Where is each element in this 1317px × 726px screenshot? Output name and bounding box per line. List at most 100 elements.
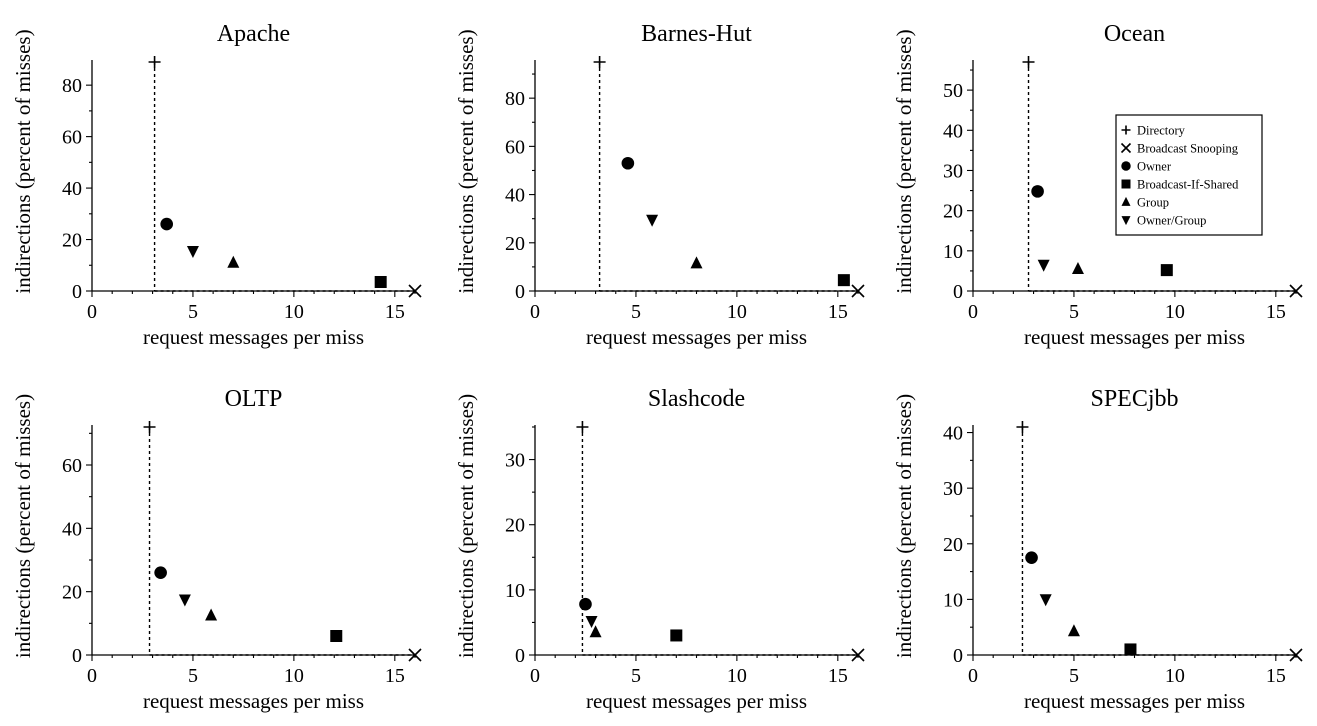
y-tick-label: 40 [943,120,963,142]
point-broadcast-if-shared [670,629,683,642]
point-group [589,625,602,638]
point-owner [579,597,592,611]
point-owner-group [585,616,598,629]
y-tick-label: 0 [953,645,963,667]
x-tick-label: 5 [188,665,198,687]
x-tick-label: 15 [828,301,848,323]
point-broadcast-if-shared [1124,643,1137,656]
chart-title: OLTP [225,386,283,412]
panel-specjbb: 0 10 20 30 40 0 5 10 15 SPECjbb request messages p… [892,386,1303,713]
y-tick-label: 60 [62,455,82,477]
y-axis-label: indirections (percent of misses) [454,29,478,293]
point-broadcast-snooping [851,284,865,298]
y-axis-label: indirections (percent of misses) [892,29,916,293]
x-tick-label: 5 [1069,301,1079,323]
y-tick-label: 20 [62,582,82,604]
point-broadcast-snooping [408,648,422,662]
x-tick-label: 15 [385,301,405,323]
x-tick-label: 10 [727,301,747,323]
point-directory [593,56,606,68]
panel-oltp: 0 20 40 60 0 5 10 15 OLTP request messages per mi… [11,386,422,713]
point-directory [1022,56,1035,68]
point-broadcast-snooping [1289,648,1303,662]
y-tick-label: 10 [943,589,963,611]
y-tick-label: 0 [515,645,525,667]
legend-marker-directory [1121,125,1131,135]
x-tick-label: 10 [727,665,747,687]
point-group [1071,262,1084,275]
point-broadcast-snooping [408,284,422,298]
y-tick-label: 20 [505,515,525,537]
x-axis-label: request messages per miss [586,325,807,349]
y-tick-label: 0 [72,281,82,303]
y-tick-label: 20 [943,201,963,223]
x-axis-label: request messages per miss [1024,689,1245,713]
x-tick-label: 15 [1266,301,1286,323]
panel-apache: 0 20 40 60 80 0 5 10 15 Apache request messages pe… [11,21,422,349]
legend-marker-broadcast-snooping [1120,142,1132,154]
point-owner-group [646,214,659,227]
y-tick-label: 60 [505,136,525,158]
y-tick-label: 20 [505,233,525,255]
chart-title: Ocean [1104,21,1165,47]
y-axis-label: indirections (percent of misses) [454,394,478,658]
chart-title: SPECjbb [1090,386,1178,412]
y-tick-label: 80 [62,75,82,97]
point-owner [621,156,635,170]
chart-title: Slashcode [648,386,745,412]
point-owner [160,217,173,231]
y-tick-label: 0 [515,281,525,303]
point-group [227,255,240,268]
point-broadcast-snooping [851,648,865,662]
legend-box [1115,114,1263,236]
point-broadcast-if-shared [374,275,387,288]
y-tick-label: 30 [943,478,963,500]
legend-marker-broadcast-if-shared [1121,179,1131,189]
point-owner [1031,185,1044,198]
x-tick-label: 0 [87,665,97,687]
y-tick-label: 40 [943,423,963,445]
x-tick-label: 0 [968,301,978,323]
legend-marker-owner-group [1121,216,1131,226]
legend-label-broadcast-snooping: Broadcast Snooping [1137,142,1239,156]
y-tick-label: 30 [943,160,963,182]
x-axis-label: request messages per miss [1024,325,1245,349]
x-tick-label: 10 [1165,301,1185,323]
legend-label-broadcast-if-shared: Broadcast-If-Shared [1137,178,1239,192]
x-tick-label: 0 [530,301,540,323]
panel-ocean: 0 10 20 30 40 50 0 5 10 15 Ocean request messages p… [892,21,1303,349]
legend-label-owner: Owner [1137,160,1172,174]
point-group [1067,624,1080,637]
point-owner-group [186,246,199,259]
y-axis-label: indirections (percent of misses) [11,29,35,293]
chart-title: Barnes-Hut [641,21,752,47]
legend: Directory Broadcast Snooping Owner Broadcas… [1115,114,1263,236]
x-tick-label: 10 [284,665,304,687]
y-axis-label: indirections (percent of misses) [11,394,35,658]
x-tick-label: 5 [1069,665,1079,687]
point-owner [154,566,167,579]
point-directory [1016,421,1029,433]
point-broadcast-snooping [1289,284,1303,298]
x-tick-label: 0 [968,665,978,687]
point-group [205,608,218,621]
x-tick-label: 15 [385,665,405,687]
point-owner-group [1039,594,1052,607]
point-broadcast-if-shared [1160,264,1173,277]
point-owner [1025,551,1038,564]
panel-slashcode: 0 10 20 30 0 5 10 15 Slashcode request messages p… [454,386,865,713]
legend-label-owner-group: Owner/Group [1137,214,1206,228]
point-broadcast-if-shared [837,274,850,287]
point-owner-group [1037,259,1050,272]
y-tick-label: 40 [505,185,525,207]
y-tick-label: 20 [943,534,963,556]
point-directory [576,421,589,433]
x-tick-label: 10 [284,301,304,323]
y-tick-label: 10 [943,241,963,263]
x-axis-label: request messages per miss [586,689,807,713]
y-tick-label: 0 [72,645,82,667]
y-tick-label: 60 [62,127,82,149]
legend-label-group: Group [1137,196,1169,210]
point-owner-group [178,594,191,607]
